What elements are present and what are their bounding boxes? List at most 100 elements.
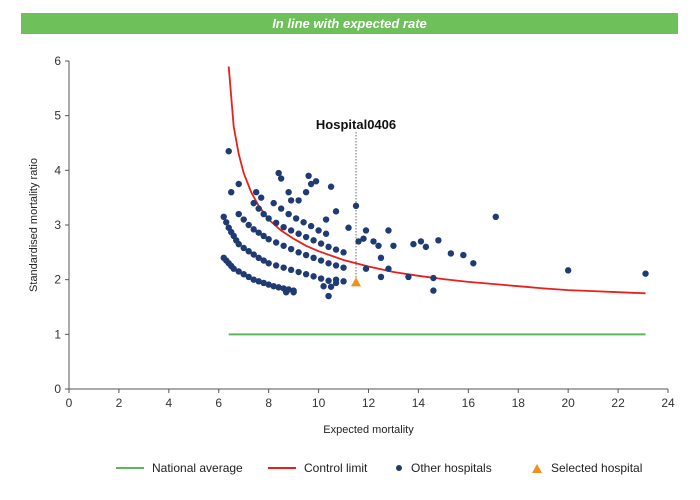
hospital-point (385, 227, 392, 234)
hospital-point (410, 240, 417, 248)
hospital-point (345, 224, 352, 231)
hospital-point (362, 227, 370, 234)
banner-text: In line with expected rate (272, 16, 427, 31)
selected-hospital-group: Hospital0406 (316, 117, 396, 287)
legend-selected-hospital-label: Selected hospital (551, 461, 643, 475)
hospital-point (370, 238, 377, 245)
hospital-point (295, 197, 302, 204)
hospital-point (235, 180, 242, 188)
status-banner: In line with expected rate (21, 13, 678, 34)
hospital-point (325, 277, 332, 284)
hospital-point (302, 251, 310, 259)
hospital-point (260, 279, 267, 287)
hospital-point (302, 233, 310, 241)
hospital-point (295, 249, 302, 256)
hospital-point (460, 251, 467, 259)
y-tick-label: 5 (54, 109, 61, 123)
hospital-point (270, 199, 277, 207)
hospital-point (310, 237, 317, 244)
hospital-point (287, 227, 295, 234)
hospital-point (362, 265, 370, 272)
hospital-point (327, 183, 335, 190)
hospital-point (320, 283, 327, 290)
hospital-point (255, 278, 262, 285)
y-axis-label: Standardised mortality ratio (28, 158, 40, 292)
hospital-point (280, 223, 287, 231)
hospital-point (564, 267, 572, 274)
hospital-point (265, 260, 272, 267)
hospital-point (405, 273, 412, 281)
y-tick-label: 1 (54, 327, 61, 341)
hospital-point (292, 215, 300, 222)
hospital-point (260, 210, 267, 218)
hospital-point (250, 276, 257, 283)
legend-dot-icon (396, 465, 402, 471)
legend-national-average-label: National average (152, 461, 243, 475)
hospital-point (322, 230, 330, 237)
hospital-point (302, 189, 310, 196)
hospital-point (435, 237, 442, 244)
hospital-point (295, 230, 302, 237)
x-tick-label: 24 (661, 396, 675, 410)
hospital-point (250, 199, 257, 207)
y-tick-label: 2 (54, 273, 61, 287)
hospital-point (240, 271, 247, 278)
hospital-point (287, 245, 295, 253)
hospital-point (275, 169, 282, 177)
hospital-point (340, 278, 347, 285)
hospital-point (260, 232, 267, 240)
y-tick-label: 4 (54, 163, 61, 177)
x-tick-label: 0 (66, 396, 73, 410)
hospital-point (265, 236, 272, 243)
hospital-point (307, 222, 315, 230)
hospital-point (220, 213, 227, 220)
hospital-point (277, 175, 285, 182)
hospital-point (255, 254, 262, 261)
hospital-point (422, 243, 430, 251)
hospital-point (325, 243, 332, 251)
legend-line-red-icon (268, 467, 296, 469)
y-tick-label: 0 (54, 382, 61, 396)
hospital-point (642, 270, 649, 277)
x-tick-label: 8 (265, 396, 272, 410)
x-tick-label: 4 (165, 396, 172, 410)
hospital-point (260, 257, 267, 264)
hospital-point (385, 265, 392, 272)
legend-selected-hospital: Selected hospital (532, 457, 642, 479)
hospital-point (277, 205, 285, 212)
hospital-point (360, 235, 367, 242)
hospital-point (265, 215, 272, 222)
hospital-point (430, 274, 437, 282)
hospital-point (310, 273, 317, 280)
x-tick-label: 20 (561, 396, 575, 410)
hospital-point (302, 271, 310, 278)
hospital-point (417, 238, 425, 245)
hospital-point (310, 254, 317, 261)
hospital-point (447, 250, 455, 257)
x-tick-label: 12 (362, 396, 376, 410)
hospital-point (317, 275, 325, 282)
hospital-point (430, 287, 437, 294)
scatter-points (220, 148, 649, 300)
legend-control-limit-label: Control limit (304, 461, 368, 475)
hospital-point (228, 189, 235, 196)
hospital-point (257, 194, 265, 201)
hospital-point (252, 189, 260, 196)
hospital-point (315, 227, 322, 234)
hospital-point (340, 249, 347, 256)
control-limit-line-group (227, 66, 646, 295)
hospital-point (287, 197, 295, 204)
y-tick-label: 6 (54, 54, 61, 68)
control-limit-curve (227, 66, 646, 295)
hospital-point (375, 242, 382, 249)
hospital-point (290, 289, 297, 296)
selected-hospital-label: Hospital0406 (316, 117, 396, 132)
hospital-point (377, 254, 385, 261)
hospital-point (235, 210, 242, 218)
hospital-point (235, 240, 242, 248)
hospital-point (235, 268, 242, 275)
hospital-point (285, 189, 292, 196)
hospital-point (327, 283, 335, 290)
